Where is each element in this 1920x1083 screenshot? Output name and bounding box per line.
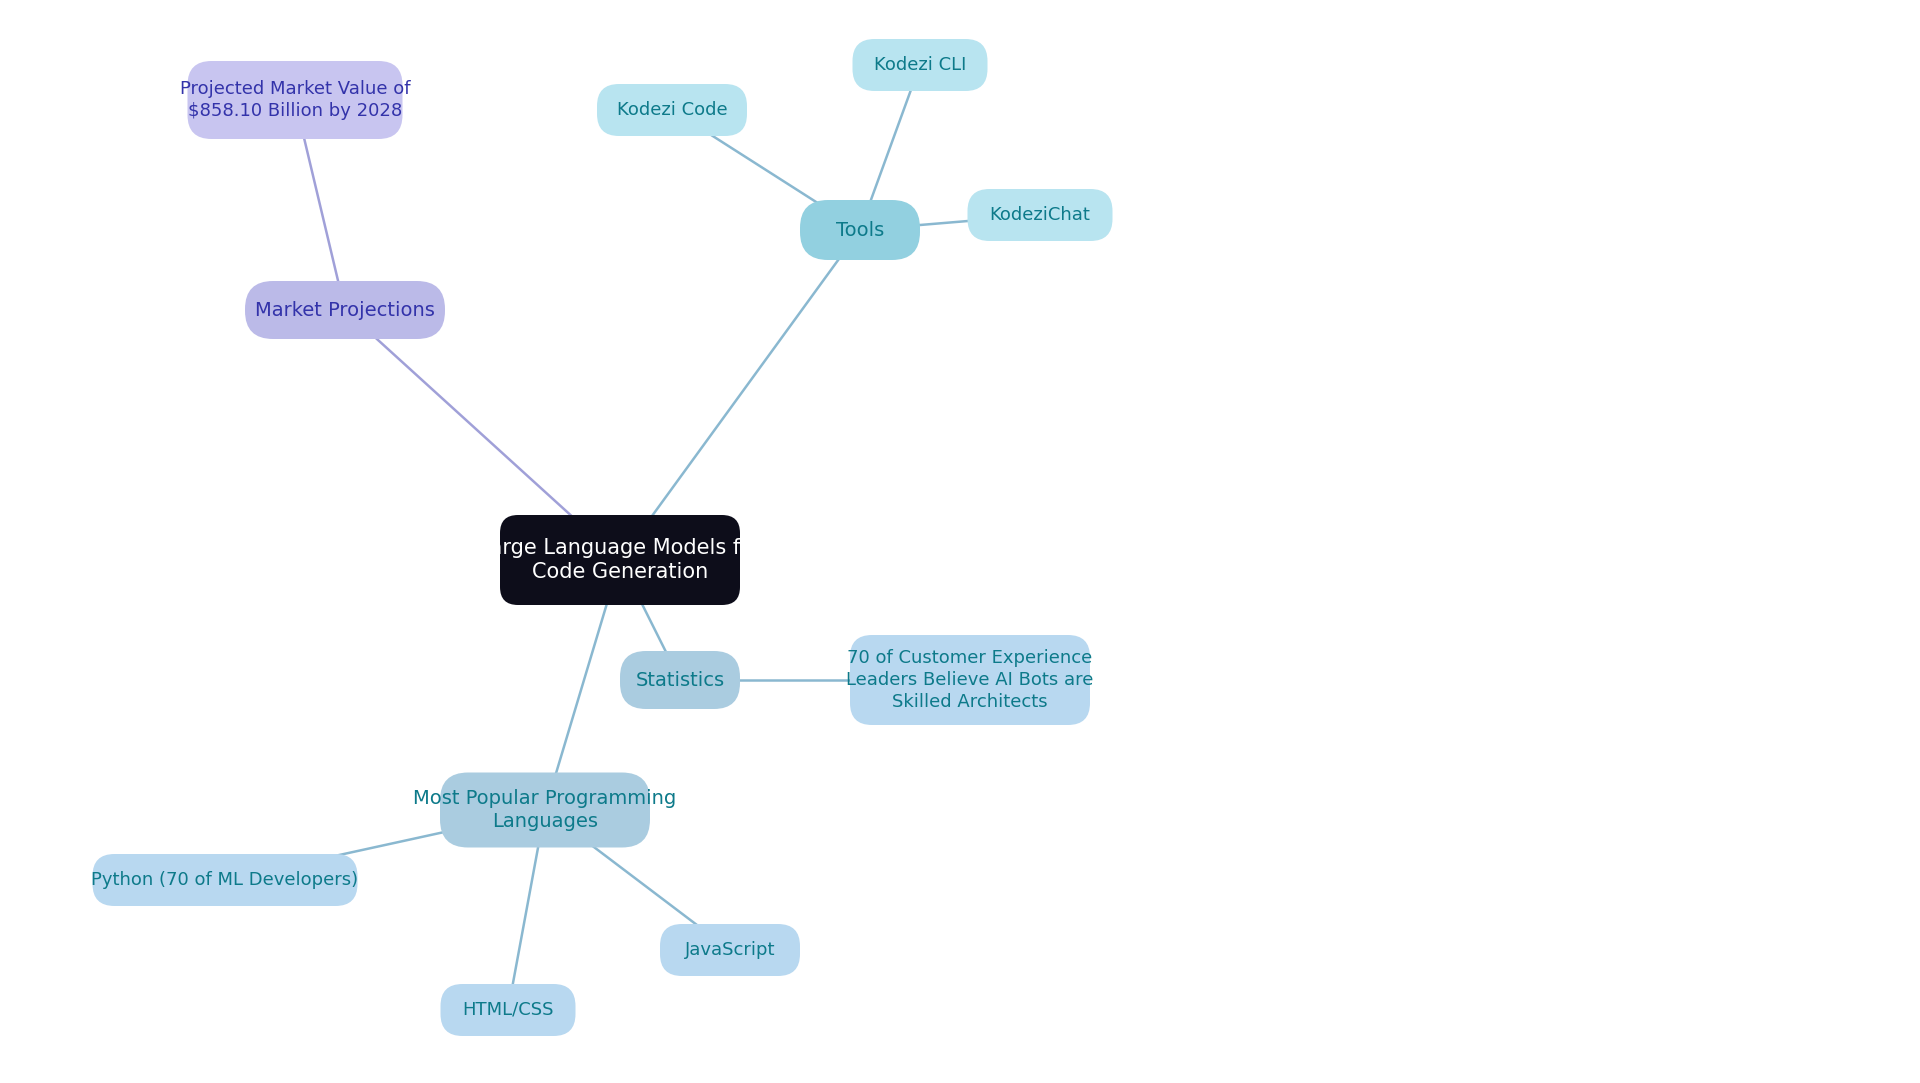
- FancyBboxPatch shape: [440, 984, 576, 1036]
- FancyBboxPatch shape: [597, 84, 747, 136]
- FancyBboxPatch shape: [660, 924, 801, 976]
- Text: Projected Market Value of
$858.10 Billion by 2028: Projected Market Value of $858.10 Billio…: [180, 80, 411, 120]
- Text: Kodezi CLI: Kodezi CLI: [874, 56, 966, 74]
- Text: Statistics: Statistics: [636, 670, 724, 690]
- Text: Kodezi Code: Kodezi Code: [616, 101, 728, 119]
- Text: KodeziChat: KodeziChat: [989, 206, 1091, 224]
- Text: Most Popular Programming
Languages: Most Popular Programming Languages: [413, 788, 676, 832]
- FancyBboxPatch shape: [246, 280, 445, 339]
- FancyBboxPatch shape: [188, 61, 403, 139]
- Text: Large Language Models for
Code Generation: Large Language Models for Code Generatio…: [478, 537, 762, 583]
- FancyBboxPatch shape: [440, 772, 651, 848]
- Text: 70 of Customer Experience
Leaders Believe AI Bots are
Skilled Architects: 70 of Customer Experience Leaders Believ…: [847, 649, 1094, 712]
- FancyBboxPatch shape: [851, 635, 1091, 725]
- FancyBboxPatch shape: [620, 651, 739, 709]
- FancyBboxPatch shape: [801, 200, 920, 260]
- Text: Tools: Tools: [835, 221, 883, 239]
- Text: Python (70 of ML Developers): Python (70 of ML Developers): [92, 871, 359, 889]
- FancyBboxPatch shape: [968, 190, 1112, 242]
- FancyBboxPatch shape: [92, 854, 357, 906]
- Text: Market Projections: Market Projections: [255, 300, 436, 319]
- Text: HTML/CSS: HTML/CSS: [463, 1001, 553, 1019]
- Text: JavaScript: JavaScript: [685, 941, 776, 960]
- FancyBboxPatch shape: [499, 516, 739, 605]
- FancyBboxPatch shape: [852, 39, 987, 91]
